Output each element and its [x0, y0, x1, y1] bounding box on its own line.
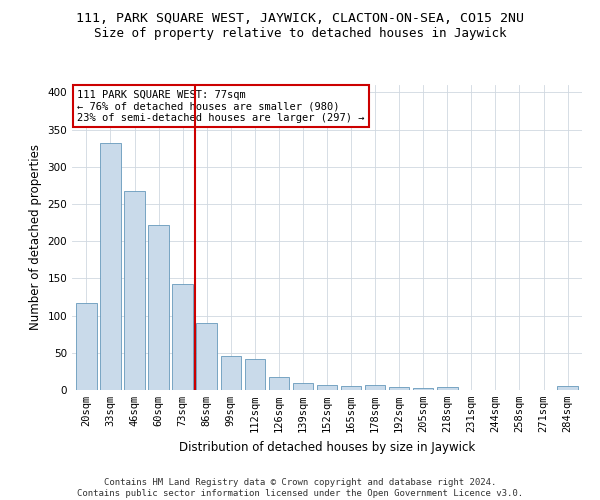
- Bar: [124, 192, 145, 390]
- Bar: [437, 387, 458, 390]
- Bar: [245, 359, 265, 390]
- Bar: [317, 385, 337, 390]
- X-axis label: Distribution of detached houses by size in Jaywick: Distribution of detached houses by size …: [179, 440, 475, 454]
- Bar: [389, 387, 409, 390]
- Text: 111 PARK SQUARE WEST: 77sqm
← 76% of detached houses are smaller (980)
23% of se: 111 PARK SQUARE WEST: 77sqm ← 76% of det…: [77, 90, 365, 123]
- Bar: [413, 388, 433, 390]
- Text: 111, PARK SQUARE WEST, JAYWICK, CLACTON-ON-SEA, CO15 2NU: 111, PARK SQUARE WEST, JAYWICK, CLACTON-…: [76, 12, 524, 26]
- Bar: [172, 284, 193, 390]
- Text: Size of property relative to detached houses in Jaywick: Size of property relative to detached ho…: [94, 28, 506, 40]
- Bar: [341, 386, 361, 390]
- Bar: [365, 385, 385, 390]
- Bar: [100, 143, 121, 390]
- Bar: [557, 386, 578, 390]
- Bar: [148, 225, 169, 390]
- Text: Contains HM Land Registry data © Crown copyright and database right 2024.
Contai: Contains HM Land Registry data © Crown c…: [77, 478, 523, 498]
- Y-axis label: Number of detached properties: Number of detached properties: [29, 144, 42, 330]
- Bar: [221, 356, 241, 390]
- Bar: [293, 382, 313, 390]
- Bar: [269, 376, 289, 390]
- Bar: [76, 303, 97, 390]
- Bar: [196, 323, 217, 390]
